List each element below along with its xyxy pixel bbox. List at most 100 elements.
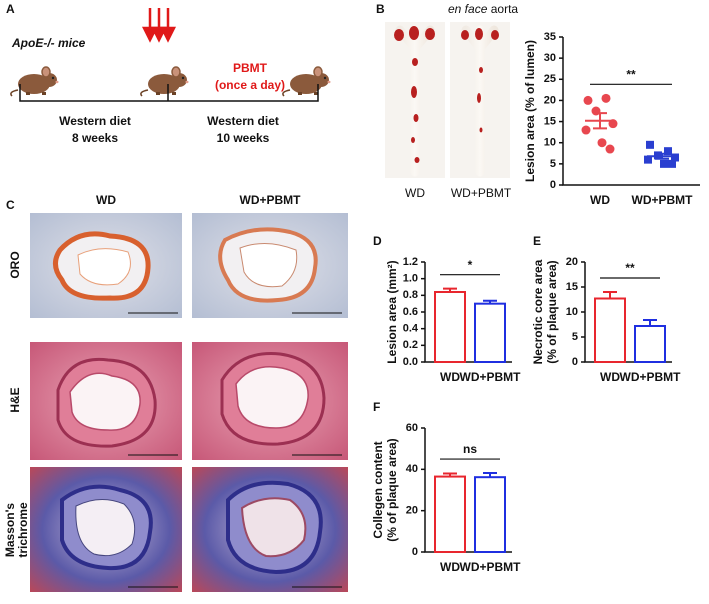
y-tick-label: 0 [412,546,418,558]
error-bar [483,299,497,304]
y-tick-label: 5 [550,158,556,170]
error-bar [593,112,607,130]
bar [594,297,626,363]
x-tick-label: WD [590,193,610,207]
panel-label: E [533,234,541,248]
x-tick-label: WD [600,370,620,384]
panel-label: A [6,2,15,16]
diet-label: Western diet [59,114,131,128]
y-tick-label: 0 [550,179,556,191]
column-label: WD+PBMT [240,193,302,207]
y-axis-label: (% of plaque area) [385,438,399,541]
y-axis-label: Necrotic core area [531,259,545,364]
histology-image [30,342,182,460]
data-point [664,147,672,156]
x-tick-label: WD+PBMT [620,370,682,384]
bar [474,476,506,554]
data-point [646,140,654,149]
data-point [601,93,611,103]
row-label: H&E [8,387,22,412]
y-tick-label: 35 [544,31,556,43]
data-point [583,95,593,105]
y-axis-label: (% of plaque area) [545,260,559,363]
data-point [660,159,668,168]
y-tick-label: 25 [544,73,556,85]
y-tick-label: 20 [406,505,418,517]
x-tick-label: WD+PBMT [632,193,694,207]
histology-image [192,342,348,460]
histology-image [192,213,348,318]
axis [562,37,700,186]
data-point [581,125,591,135]
strain-label: ApoE-/- mice [11,36,86,50]
y-axis-label: Collegen content [371,441,385,538]
data-point [671,153,679,162]
error-bar [443,472,457,477]
y-tick-label: 0.4 [403,323,419,335]
column-label: WD [96,193,116,207]
diet-label: Western diet [207,114,279,128]
x-tick-label: WD [440,560,460,574]
panel-label: D [373,234,382,248]
y-axis-label: Lesion area (mm²) [385,260,399,363]
row-label: Masson's [3,503,17,558]
treatment-label: PBMT [233,61,268,75]
row-label: trichrome [16,502,30,558]
aorta-image [385,22,445,178]
panel-label: B [376,2,385,16]
panel-title: en face aorta [448,2,518,16]
error-bar [603,291,617,299]
bar [434,291,466,363]
timeline [19,84,319,102]
data-point [597,138,607,148]
significance-label: * [468,258,473,272]
histology-image [192,467,348,592]
treatment-note: (once a day) [215,78,285,92]
title-rest: aorta [491,2,519,16]
y-tick-label: 5 [572,331,578,343]
y-tick-label: 1.0 [403,273,418,285]
y-tick-label: 15 [544,115,556,127]
error-bar [483,472,497,478]
bar [434,475,466,554]
duration-label: 10 weeks [217,131,270,145]
significance-label: ** [625,261,635,275]
title-italic: en face [448,2,488,16]
axis [584,262,672,363]
mouse-icon [140,66,190,97]
significance-label: ** [626,67,636,81]
y-tick-label: 10 [566,306,578,318]
panel-label: F [373,400,380,414]
y-tick-label: 30 [544,52,556,64]
axis [424,262,512,363]
y-axis-label: Lesion area (% of lumen) [523,40,537,182]
panel-label: C [6,198,15,212]
bar [474,302,506,363]
y-tick-label: 0.0 [403,356,418,368]
duration-label: 8 weeks [72,131,118,145]
data-point [668,159,676,168]
row-label: ORO [8,251,22,278]
y-tick-label: 0.6 [403,306,418,318]
x-tick-label: WD+PBMT [460,560,522,574]
error-bar [643,319,657,326]
data-point [644,155,652,164]
image-label: WD+PBMT [451,186,512,200]
histology-image [30,467,182,592]
data-point [605,144,615,154]
image-label: WD [405,186,425,200]
significance-label: ns [463,442,477,456]
error-bar [443,287,457,292]
y-tick-label: 15 [566,281,578,293]
y-tick-label: 10 [544,137,556,149]
mouse-icon [282,66,332,97]
x-tick-label: WD+PBMT [460,370,522,384]
error-bar [655,152,669,160]
y-tick-label: 0 [572,356,578,368]
treatment-arrows [141,8,177,43]
y-tick-label: 1.2 [403,256,418,268]
y-tick-label: 0.2 [403,339,418,351]
histology-image [30,213,182,318]
bar [634,325,666,363]
